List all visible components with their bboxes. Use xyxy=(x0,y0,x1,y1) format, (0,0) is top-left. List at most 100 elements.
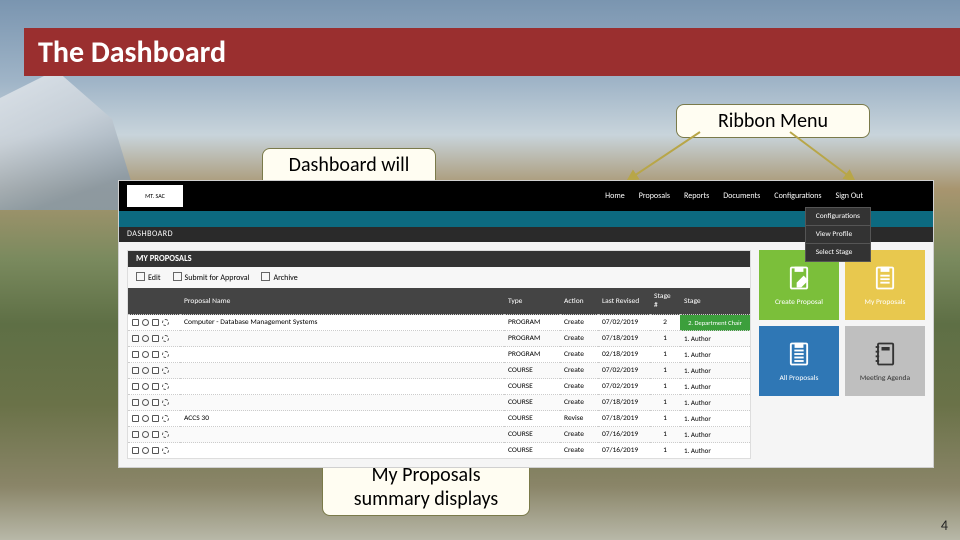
clipboard-list-icon xyxy=(871,264,899,292)
proposals-table: Proposal Name Type Action Last Revised S… xyxy=(128,288,750,458)
note-icon[interactable] xyxy=(152,399,159,406)
table-row[interactable]: Computer - Database Management SystemsPR… xyxy=(128,315,750,331)
table-row[interactable]: PROGRAMCreate02/18/201911. Author xyxy=(128,347,750,363)
cell-name: ACCS 30 xyxy=(180,411,504,427)
cell-stagenum: 1 xyxy=(650,411,680,427)
cell-revised: 07/16/2019 xyxy=(598,443,650,459)
view-icon[interactable] xyxy=(142,351,149,358)
cell-stagenum: 1 xyxy=(650,331,680,347)
view-icon[interactable] xyxy=(142,367,149,374)
cell-name xyxy=(180,443,504,459)
cell-stagenum: 1 xyxy=(650,443,680,459)
row-icons xyxy=(132,319,176,326)
dashboard-tiles: Create Proposal My Proposals All Proposa… xyxy=(759,250,925,396)
cell-name xyxy=(180,331,504,347)
tile-all-proposals[interactable]: All Proposals xyxy=(759,326,839,396)
cell-revised: 07/18/2019 xyxy=(598,411,650,427)
action-edit[interactable]: Edit xyxy=(136,272,161,283)
nav-documents[interactable]: Documents xyxy=(723,191,760,201)
nav-proposals[interactable]: Proposals xyxy=(639,191,670,201)
expand-icon[interactable] xyxy=(132,415,139,422)
note-icon[interactable] xyxy=(152,415,159,422)
expand-icon[interactable] xyxy=(132,447,139,454)
nav-configurations[interactable]: Configurations xyxy=(774,191,821,201)
refresh-icon[interactable] xyxy=(162,447,169,454)
view-icon[interactable] xyxy=(142,431,149,438)
panel-title: MY PROPOSALS xyxy=(128,251,750,267)
tile-label: Create Proposal xyxy=(775,298,823,307)
expand-icon[interactable] xyxy=(132,431,139,438)
table-row[interactable]: COURSECreate07/18/201911. Author xyxy=(128,395,750,411)
cell-type: PROGRAM xyxy=(504,347,560,363)
note-icon[interactable] xyxy=(152,335,159,342)
page-number: 4 xyxy=(941,517,948,534)
refresh-icon[interactable] xyxy=(162,335,169,342)
note-icon[interactable] xyxy=(152,351,159,358)
table-row[interactable]: ACCS 30COURSERevise07/18/201911. Author xyxy=(128,411,750,427)
cell-type: COURSE xyxy=(504,363,560,379)
nav-signout[interactable]: Sign Out xyxy=(836,191,863,201)
table-row[interactable]: COURSECreate07/16/201911. Author xyxy=(128,427,750,443)
slide-title: The Dashboard xyxy=(38,34,226,71)
expand-icon[interactable] xyxy=(132,335,139,342)
table-row[interactable]: PROGRAMCreate07/18/201911. Author xyxy=(128,331,750,347)
col-stage[interactable]: Stage xyxy=(680,288,750,315)
view-icon[interactable] xyxy=(142,335,149,342)
expand-icon[interactable] xyxy=(132,383,139,390)
cell-stagenum: 1 xyxy=(650,347,680,363)
table-row[interactable]: COURSECreate07/16/201911. Author xyxy=(128,443,750,459)
refresh-icon[interactable] xyxy=(162,319,169,326)
cell-action: Create xyxy=(560,443,598,459)
nav-reports[interactable]: Reports xyxy=(684,191,709,201)
dropdown-select-stage[interactable]: Select Stage xyxy=(806,244,870,261)
cell-action: Create xyxy=(560,427,598,443)
my-proposals-panel: MY PROPOSALS Edit Submit for Approval Ar… xyxy=(127,250,751,459)
refresh-icon[interactable] xyxy=(162,415,169,422)
col-stagenum[interactable]: Stage # xyxy=(650,288,680,315)
refresh-icon[interactable] xyxy=(162,383,169,390)
cell-stagenum: 1 xyxy=(650,379,680,395)
nav-home[interactable]: Home xyxy=(605,191,625,201)
expand-icon[interactable] xyxy=(132,351,139,358)
cell-type: COURSE xyxy=(504,395,560,411)
tile-label: All Proposals xyxy=(780,374,819,383)
cell-stage: 1. Author xyxy=(680,331,750,347)
col-action[interactable]: Action xyxy=(560,288,598,315)
expand-icon[interactable] xyxy=(132,399,139,406)
cell-stage: 1. Author xyxy=(680,363,750,379)
table-row[interactable]: COURSECreate07/02/201911. Author xyxy=(128,363,750,379)
col-revised[interactable]: Last Revised xyxy=(598,288,650,315)
expand-icon[interactable] xyxy=(132,367,139,374)
view-icon[interactable] xyxy=(142,399,149,406)
tile-meeting-agenda[interactable]: Meeting Agenda xyxy=(845,326,925,396)
dropdown-view-profile[interactable]: View Profile xyxy=(806,226,870,244)
row-icons xyxy=(132,447,176,454)
cell-stage: 1. Author xyxy=(680,347,750,363)
note-icon[interactable] xyxy=(152,431,159,438)
cell-stagenum: 2 xyxy=(650,315,680,331)
refresh-icon[interactable] xyxy=(162,399,169,406)
col-name[interactable]: Proposal Name xyxy=(180,288,504,315)
view-icon[interactable] xyxy=(142,447,149,454)
refresh-icon[interactable] xyxy=(162,367,169,374)
note-icon[interactable] xyxy=(152,447,159,454)
slide-title-bar: The Dashboard xyxy=(24,28,960,76)
view-icon[interactable] xyxy=(142,319,149,326)
refresh-icon[interactable] xyxy=(162,351,169,358)
dropdown-configurations[interactable]: Configurations xyxy=(806,208,870,226)
tile-label: Meeting Agenda xyxy=(860,374,910,383)
refresh-icon[interactable] xyxy=(162,431,169,438)
cell-action: Create xyxy=(560,347,598,363)
note-icon[interactable] xyxy=(152,319,159,326)
col-type[interactable]: Type xyxy=(504,288,560,315)
note-icon[interactable] xyxy=(152,383,159,390)
action-submit[interactable]: Submit for Approval xyxy=(173,272,250,283)
action-archive[interactable]: Archive xyxy=(261,272,297,283)
expand-icon[interactable] xyxy=(132,319,139,326)
view-icon[interactable] xyxy=(142,383,149,390)
table-row[interactable]: COURSECreate07/02/201911. Author xyxy=(128,379,750,395)
callout-ribbon-menu: Ribbon Menu xyxy=(676,104,870,138)
view-icon[interactable] xyxy=(142,415,149,422)
cell-stagenum: 1 xyxy=(650,363,680,379)
note-icon[interactable] xyxy=(152,367,159,374)
